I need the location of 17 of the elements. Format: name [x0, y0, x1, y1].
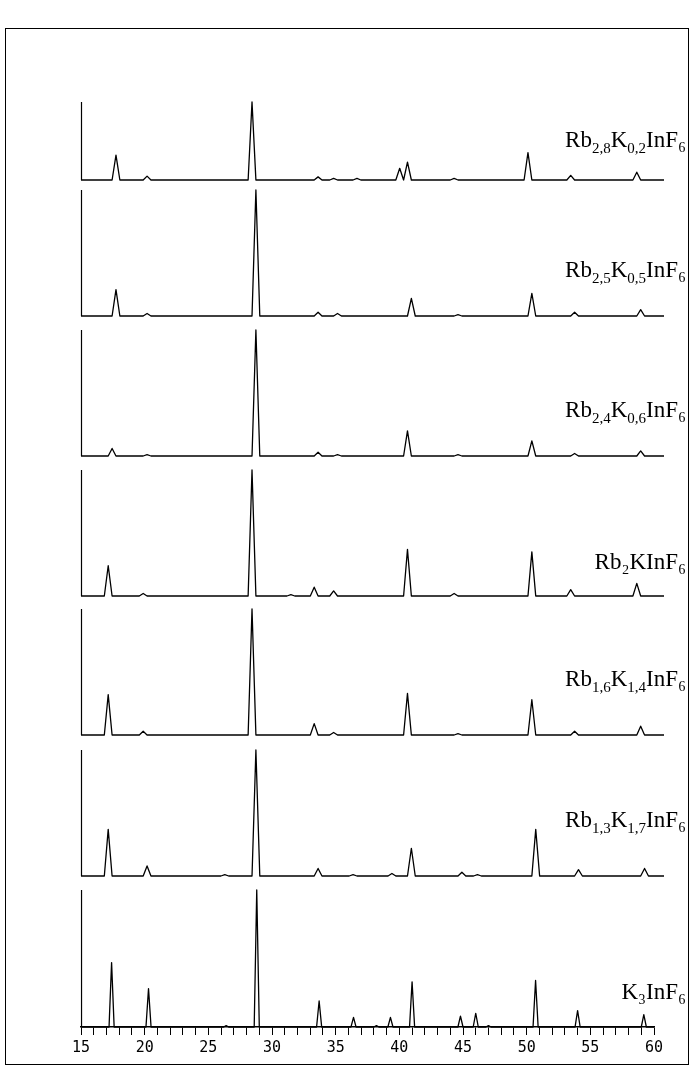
x-tick-label: 20 [135, 1037, 154, 1056]
x-tick-label: 15 [71, 1037, 91, 1056]
x-tick-label: 40 [390, 1037, 409, 1056]
text: Rb$_{2,5}$K$_{0,5}$InF₆ [565, 257, 686, 286]
text: Rb$_{2,4}$K$_{0,6}$InF₆ [565, 397, 686, 426]
x-tick-label: 55 [581, 1037, 600, 1056]
text: Rb$_{2,8}$K$_{0,2}$InF₆ [565, 127, 686, 156]
x-tick-label: 50 [517, 1037, 536, 1056]
x-tick-label: 45 [453, 1037, 473, 1056]
x-tick-label: 25 [199, 1037, 218, 1056]
text: K₃InF₆ [621, 979, 686, 1004]
text: Rb$_{1,3}$K$_{1,7}$InF₆ [565, 807, 686, 836]
text: Rb₂KInF₆ [594, 549, 686, 574]
x-tick-label: 35 [326, 1037, 345, 1056]
x-tick-label: 60 [644, 1037, 663, 1056]
text: Rb$_{1,6}$K$_{1,4}$InF₆ [565, 666, 686, 695]
x-tick-label: 30 [262, 1037, 282, 1056]
